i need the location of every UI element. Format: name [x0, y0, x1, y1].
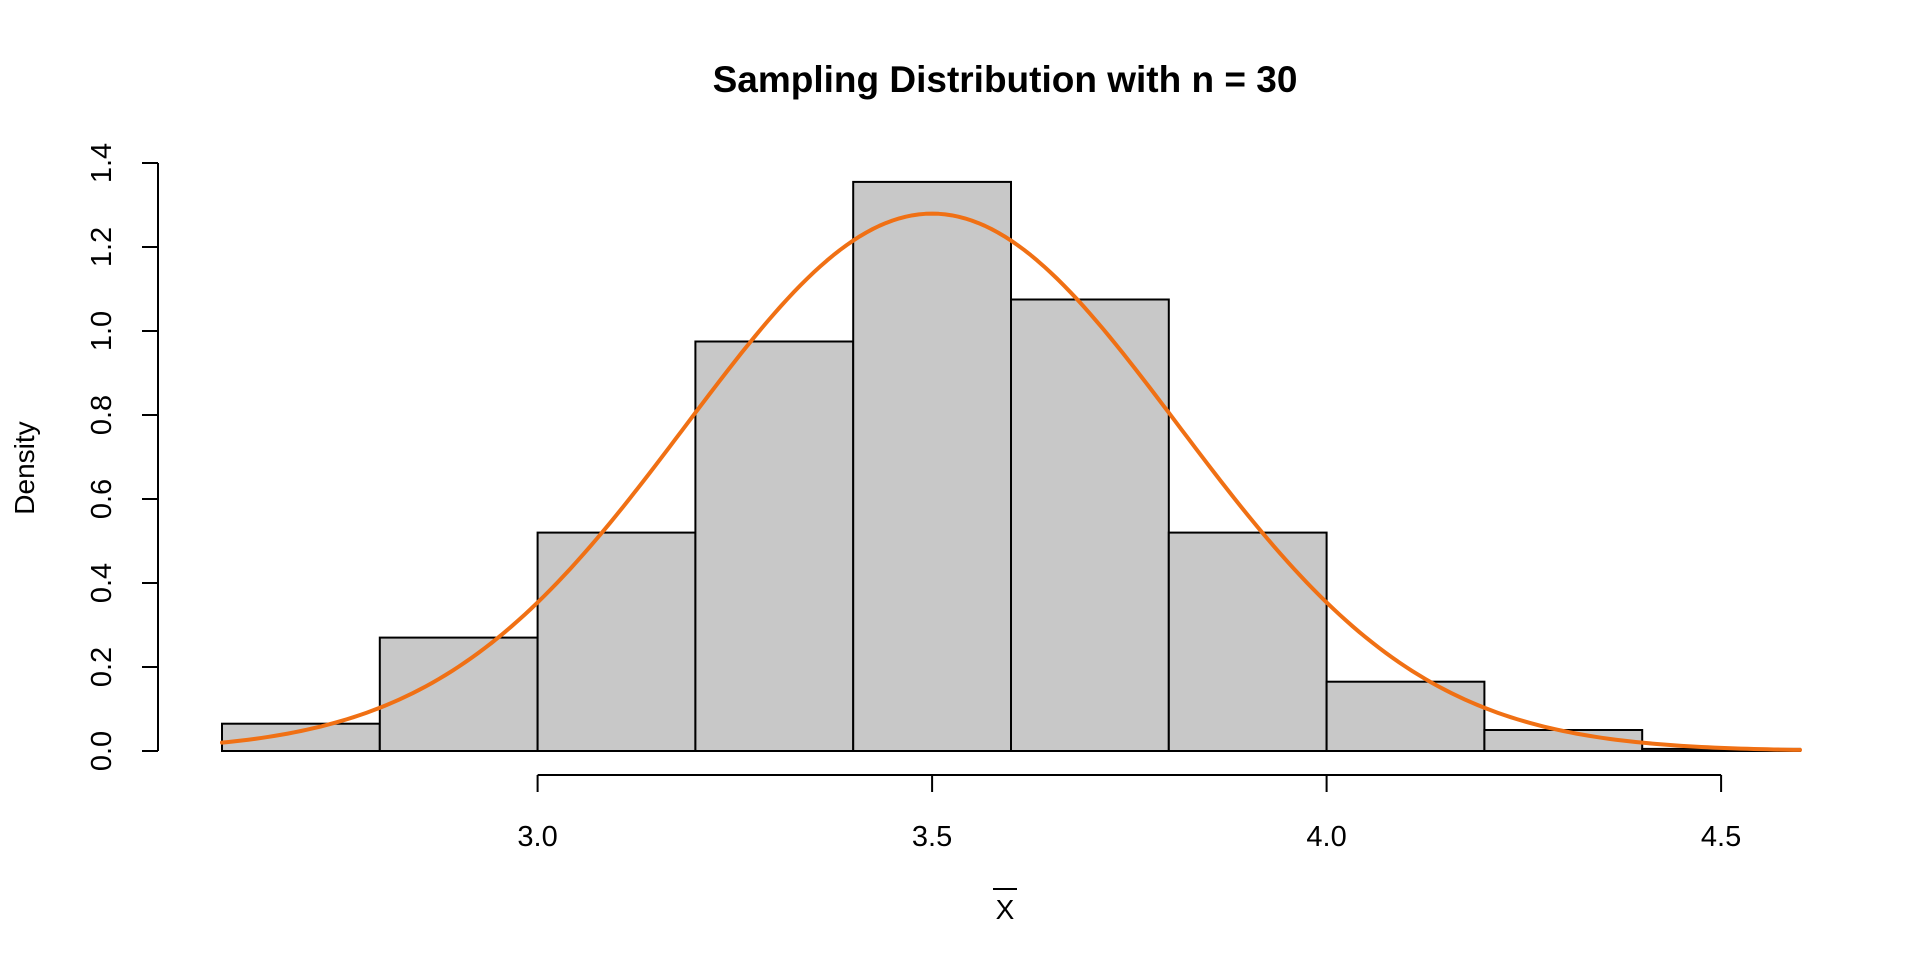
y-axis-tick-label: 0.4: [86, 563, 118, 603]
x-axis-title: X: [993, 888, 1017, 925]
y-axis-tick-label: 0.6: [86, 479, 118, 519]
histogram-bar: [1167, 531, 1328, 752]
y-axis-tick-label: 0.8: [86, 395, 118, 435]
x-axis-tick-label: 3.0: [517, 821, 557, 853]
y-axis-tick-label: 0.0: [86, 731, 118, 771]
x-axis-tick-label: 3.5: [912, 821, 952, 853]
y-axis-tick-label: 1.0: [86, 311, 118, 351]
x-axis-tick-label: 4.5: [1701, 821, 1741, 853]
y-axis-tick-label: 1.2: [86, 227, 118, 267]
histogram-bar: [852, 180, 1013, 752]
histogram-bars: [221, 180, 1801, 753]
y-axis-tick-label: 0.2: [86, 647, 118, 687]
histogram-bar: [221, 722, 381, 753]
histogram-bar: [378, 636, 539, 752]
histogram-bar: [536, 531, 697, 752]
x-axis-tick-label: 4.0: [1306, 821, 1346, 853]
x-axis: 3.0 3.5 4.0 4.5: [517, 774, 1741, 853]
y-axis: 0.0 0.2 0.4 0.6 0.8 1.0 1.2 1.4: [86, 143, 159, 771]
normal-density-curve: [220, 211, 1802, 752]
x-axis-label: X: [996, 894, 1015, 925]
y-axis-label: Density: [9, 421, 40, 514]
histogram-bar: [1010, 298, 1170, 752]
chart-title: Sampling Distribution with n = 30: [713, 59, 1298, 100]
histogram-bar: [1325, 680, 1486, 753]
y-axis-tick-label: 1.4: [86, 143, 118, 183]
histogram-bar: [694, 340, 855, 752]
